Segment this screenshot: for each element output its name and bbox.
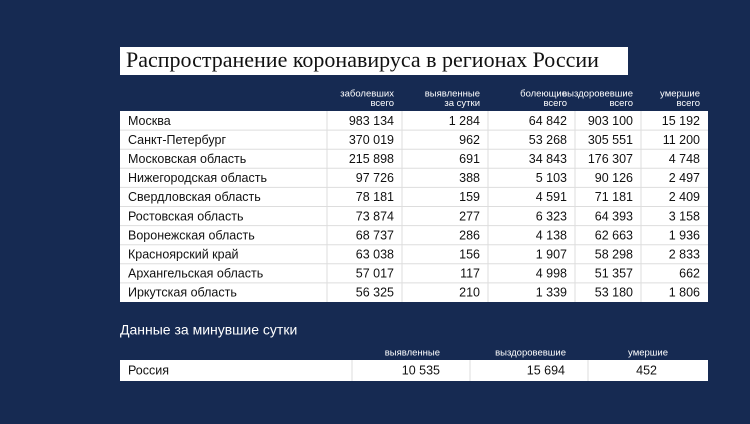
region-name: Иркутская область [128, 286, 237, 300]
cell-value: 4 998 [536, 267, 567, 281]
cell-value: 64 842 [529, 114, 567, 128]
region-name: Воронежская область [128, 228, 255, 242]
cell-value: 10 535 [402, 363, 440, 377]
column-header: выздоровевшие [562, 89, 633, 100]
region-name: Нижегородская область [128, 171, 267, 185]
cell-value: 962 [459, 133, 480, 147]
column-header: болеющие [520, 89, 567, 100]
cell-value: 5 103 [536, 171, 567, 185]
cell-value: 58 298 [595, 248, 633, 262]
cell-value: 62 663 [595, 228, 633, 242]
region-name: Московская область [128, 152, 246, 166]
cell-value: 2 497 [669, 171, 700, 185]
cell-value: 73 874 [356, 209, 394, 223]
column-header: всего [370, 98, 394, 109]
region-name: Санкт-Петербург [128, 133, 226, 147]
cell-value: 176 307 [588, 152, 633, 166]
column-header: заболевших [340, 89, 394, 100]
cell-value: 156 [459, 248, 480, 262]
column-header: выздоровевшие [495, 348, 566, 359]
cell-value: 370 019 [349, 133, 394, 147]
cell-value: 1 936 [669, 228, 700, 242]
country-name: Россия [128, 363, 169, 377]
column-header: выявленные [425, 89, 480, 100]
cell-value: 15 192 [662, 114, 700, 128]
cell-value: 2 409 [669, 190, 700, 204]
cell-value: 1 284 [449, 114, 480, 128]
cell-value: 68 737 [356, 228, 394, 242]
cell-value: 452 [636, 363, 657, 377]
column-header: всего [676, 98, 700, 109]
table-bg [120, 360, 708, 381]
column-header: умершие [628, 348, 668, 359]
cell-value: 4 748 [669, 152, 700, 166]
cell-value: 4 591 [536, 190, 567, 204]
cell-value: 1 806 [669, 286, 700, 300]
cell-value: 1 907 [536, 248, 567, 262]
cell-value: 15 694 [527, 363, 565, 377]
cell-value: 691 [459, 152, 480, 166]
cell-value: 4 138 [536, 228, 567, 242]
column-header: всего [609, 98, 633, 109]
column-header: умершие [660, 89, 700, 100]
title: Распространение коронавируса в регионах … [126, 47, 599, 72]
cell-value: 51 357 [595, 267, 633, 281]
daily-title: Данные за минувшие сутки [120, 322, 297, 338]
cell-value: 97 726 [356, 171, 394, 185]
cell-value: 56 325 [356, 286, 394, 300]
region-name: Красноярский край [128, 248, 239, 262]
cell-value: 388 [459, 171, 480, 185]
region-name: Свердловская область [128, 190, 261, 204]
cell-value: 277 [459, 209, 480, 223]
column-header: за сутки [444, 98, 480, 109]
cell-value: 53 180 [595, 286, 633, 300]
region-name: Архангельская область [128, 267, 263, 281]
cell-value: 3 158 [669, 209, 700, 223]
title-box [120, 47, 628, 75]
cell-value: 983 134 [349, 114, 394, 128]
column-header: всего [543, 98, 567, 109]
cell-value: 903 100 [588, 114, 633, 128]
cell-value: 57 017 [356, 267, 394, 281]
cell-value: 6 323 [536, 209, 567, 223]
cell-value: 90 126 [595, 171, 633, 185]
region-name: Ростовская область [128, 209, 244, 223]
region-name: Москва [128, 114, 171, 128]
cell-value: 63 038 [356, 248, 394, 262]
column-header: выявленные [385, 348, 440, 359]
cell-value: 64 393 [595, 209, 633, 223]
cell-value: 78 181 [356, 190, 394, 204]
cell-value: 71 181 [595, 190, 633, 204]
cell-value: 215 898 [349, 152, 394, 166]
cell-value: 117 [460, 267, 480, 281]
cell-value: 11 200 [663, 133, 700, 147]
cell-value: 34 843 [529, 152, 567, 166]
cell-value: 53 268 [529, 133, 567, 147]
cell-value: 1 339 [536, 286, 567, 300]
cell-value: 210 [459, 286, 480, 300]
cell-value: 286 [459, 228, 480, 242]
cell-value: 662 [679, 267, 700, 281]
cell-value: 159 [459, 190, 480, 204]
cell-value: 305 551 [588, 133, 633, 147]
cell-value: 2 833 [669, 248, 700, 262]
